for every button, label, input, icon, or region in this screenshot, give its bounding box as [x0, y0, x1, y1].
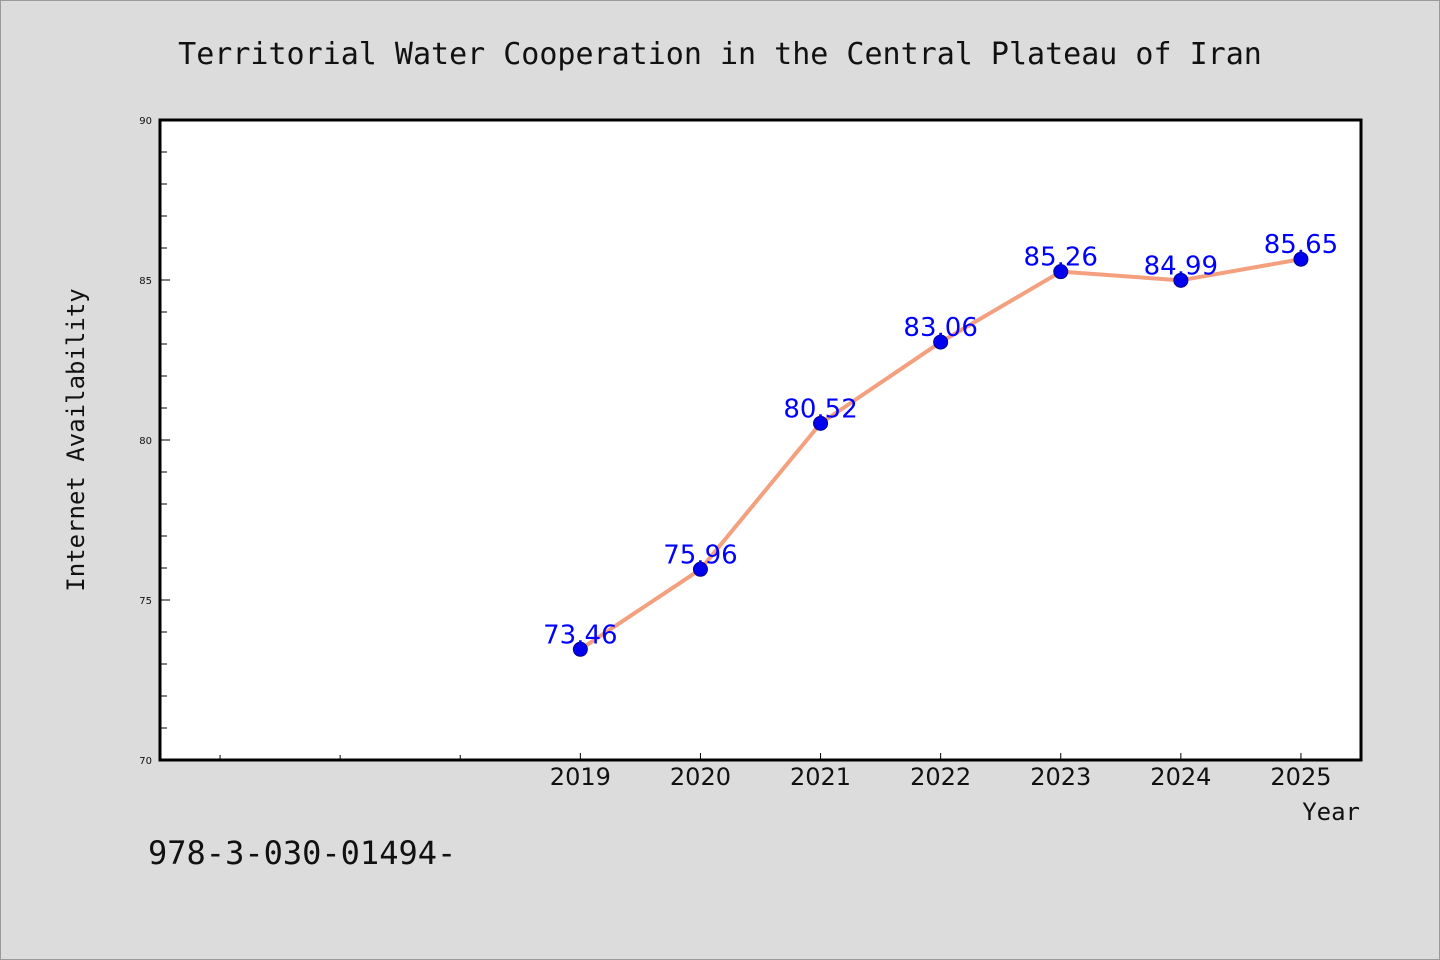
- x-tick-label: 2025: [1270, 763, 1331, 791]
- data-point: [1173, 272, 1189, 288]
- series-layer: [572, 251, 1309, 657]
- x-tick-label: 2023: [1030, 763, 1091, 791]
- data-label: 80.52: [783, 394, 857, 424]
- y-tick-label: 70: [139, 756, 152, 767]
- y-tick-label: 80: [139, 436, 152, 447]
- data-label: 73.46: [543, 620, 617, 650]
- y-tick-label: 90: [139, 116, 152, 127]
- data-label-layer: 73.46 75.96 80.52 83.06 85.26 84.99 85.65: [543, 230, 1338, 650]
- y-tick-label: 75: [139, 596, 152, 607]
- data-point: [1053, 264, 1069, 280]
- data-label: 75.96: [663, 540, 737, 570]
- data-point: [1293, 251, 1309, 267]
- x-axis-label: Year: [1302, 798, 1360, 826]
- chart-title: Territorial Water Cooperation in the Cen…: [178, 37, 1262, 72]
- data-label: 85.26: [1024, 243, 1098, 273]
- footer-text: 978-3-030-01494-: [148, 834, 456, 872]
- x-tick-label: 2021: [790, 763, 851, 791]
- x-tick-label: 2022: [910, 763, 971, 791]
- data-label: 84.99: [1144, 251, 1218, 281]
- data-label: 83.06: [903, 313, 977, 343]
- data-point: [572, 641, 588, 657]
- x-tick-label: 2024: [1150, 763, 1211, 791]
- x-axis: 2019 2020 2021 2022 2023 2024 2025: [219, 753, 1331, 791]
- data-point: [692, 561, 708, 577]
- y-axis: 70 75 80 85 90: [139, 116, 170, 767]
- x-tick-label: 2019: [550, 763, 611, 791]
- data-point: [813, 415, 829, 431]
- plot-area: [158, 118, 1363, 762]
- y-tick-label: 85: [139, 276, 152, 287]
- data-label: 85.65: [1264, 230, 1338, 260]
- x-tick-label: 2020: [670, 763, 731, 791]
- data-point: [933, 334, 949, 350]
- y-axis-label: Internet Availability: [62, 288, 90, 591]
